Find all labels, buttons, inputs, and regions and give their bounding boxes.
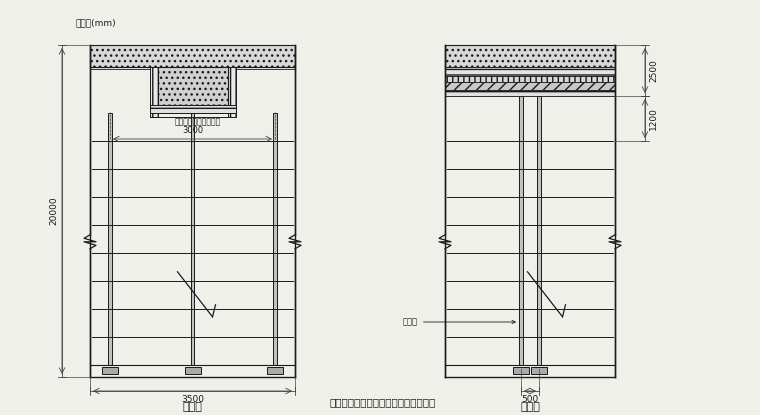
Bar bbox=[108, 113, 112, 365]
Bar bbox=[274, 113, 277, 365]
Text: 20000: 20000 bbox=[49, 197, 58, 225]
Bar bbox=[150, 105, 236, 113]
Bar bbox=[445, 76, 615, 82]
Text: 500: 500 bbox=[521, 395, 539, 404]
Bar bbox=[531, 367, 547, 374]
Bar bbox=[267, 367, 283, 374]
Text: 断面图: 断面图 bbox=[182, 402, 202, 412]
Text: 单位：(mm): 单位：(mm) bbox=[75, 19, 116, 27]
Bar bbox=[102, 367, 118, 374]
Text: 双立杆: 双立杆 bbox=[403, 317, 515, 327]
Bar bbox=[537, 96, 541, 365]
Text: 3000: 3000 bbox=[182, 126, 203, 135]
Bar bbox=[445, 45, 615, 67]
Bar bbox=[445, 82, 615, 90]
Bar bbox=[227, 67, 236, 117]
Bar bbox=[513, 367, 529, 374]
Bar bbox=[90, 45, 295, 67]
Text: 3500: 3500 bbox=[181, 395, 204, 404]
Bar bbox=[191, 113, 195, 365]
Text: 1200: 1200 bbox=[649, 107, 658, 130]
Text: 多根承重立杆，木方支撑垂直于梁截面: 多根承重立杆，木方支撑垂直于梁截面 bbox=[329, 397, 435, 407]
Text: 2500: 2500 bbox=[649, 59, 658, 82]
Bar bbox=[519, 96, 523, 365]
Bar bbox=[445, 67, 615, 76]
Text: 侧面图: 侧面图 bbox=[520, 402, 540, 412]
Text: 多道承重立杆图中省略: 多道承重立杆图中省略 bbox=[174, 117, 220, 127]
Bar bbox=[185, 367, 201, 374]
Bar bbox=[157, 67, 227, 105]
Bar bbox=[445, 90, 615, 96]
Bar bbox=[150, 67, 157, 117]
